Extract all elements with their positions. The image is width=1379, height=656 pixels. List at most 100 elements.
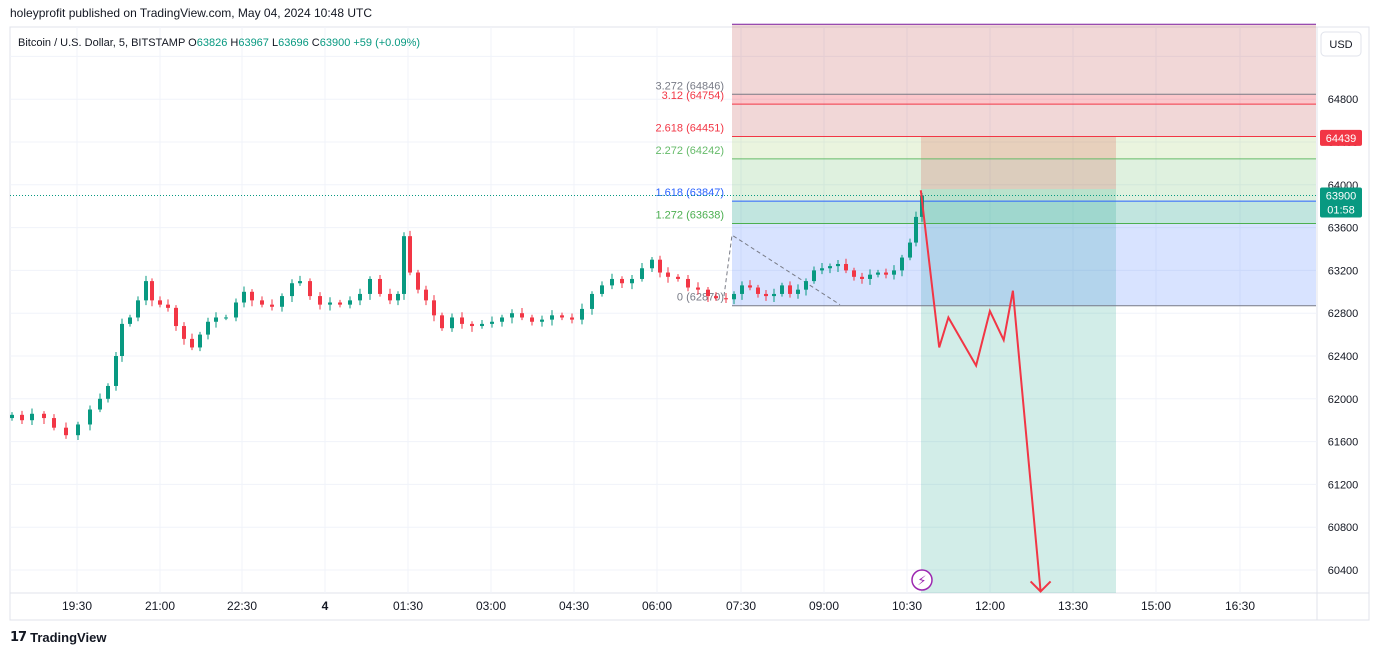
candle [696,282,700,295]
candle-body [530,317,534,322]
lightning-event-icon: ⚡ [911,569,933,591]
candle [590,291,594,315]
candle-body [402,236,406,294]
time-tick-label: 21:00 [145,599,175,613]
candle [780,282,784,297]
candle [868,269,872,285]
candle [88,405,92,431]
candle-body [10,414,14,419]
candle-body [318,296,322,305]
candle [706,286,710,302]
candle-body [780,285,784,294]
candle [402,232,406,300]
candle [144,275,148,306]
candle-body [136,300,140,318]
candle-body [174,307,178,327]
candle [270,299,274,311]
candle-body [120,323,124,356]
candle-body [550,315,554,320]
candle-body [214,317,218,322]
time-tick-label: 13:30 [1058,599,1088,613]
currency-button[interactable]: USD [1320,31,1362,57]
tradingview-brand[interactable]: 17 TradingView [10,630,106,645]
candle-body [182,326,186,339]
chart-frame [9,26,1370,621]
candle-body [388,293,392,301]
candle [368,276,372,300]
candle [740,281,744,300]
candle [540,315,544,327]
candle [358,288,362,306]
candle-body [914,216,918,243]
candle [416,269,420,294]
time-tick-label: 09:00 [809,599,839,613]
price-badge-bg [1320,187,1362,218]
candle-body [560,315,564,318]
candle [440,312,444,331]
candle [298,275,302,286]
candle [812,266,816,284]
price-tick-label: 61200 [1328,479,1359,491]
candle [658,255,662,278]
candle-body [748,285,752,288]
candle [828,263,832,274]
candle-body [158,300,162,305]
candle [242,286,246,308]
candle [136,296,140,322]
candle-body [852,270,856,277]
candle [732,291,736,305]
candle-body [570,317,574,320]
candle [630,275,634,290]
candle [724,292,728,304]
time-tick-label: 12:00 [975,599,1005,613]
candle-body [20,414,24,421]
candle-body [650,259,654,269]
candle-body [396,293,400,301]
candle [128,314,132,327]
fib-level-label: 2.618 (64451) [656,123,725,135]
candle [510,309,514,324]
candle [98,393,102,413]
candle-body [714,296,718,299]
candle-body [732,293,736,300]
candle-body [590,293,594,309]
candle-body [658,259,662,273]
time-tick-label: 07:30 [726,599,756,613]
legend-part: C [312,37,320,49]
price-badge: 63900 01:58 [1320,187,1362,218]
candle-body [416,272,420,290]
candle [10,412,14,421]
candle [378,275,382,297]
currency-button-bg [1320,31,1362,57]
candle [480,319,484,329]
candle [900,254,904,277]
candle-body [144,281,148,301]
candle [260,296,264,308]
legend-part: 63967 [238,37,272,49]
candle [328,297,332,311]
candle [884,268,888,279]
candle-body [764,293,768,297]
candle-body [630,278,634,284]
candle-body [740,285,744,294]
candles [10,192,924,440]
candle [820,263,824,275]
candle [450,313,454,332]
candle-body [76,424,80,436]
candle [788,281,792,298]
candle-body [106,385,110,399]
fib-band [732,24,1316,95]
candle-body [804,281,808,290]
candle [182,322,186,345]
candle-body [820,268,824,271]
time-tick-label: 19:30 [62,599,92,613]
candle-body [348,300,352,305]
time-tick-label: 16:30 [1225,599,1255,613]
candle-body [686,278,690,288]
candle [396,291,400,306]
candle-body [358,293,362,301]
candle [804,278,808,296]
candle-body [676,276,680,279]
fib-band [732,223,1316,306]
